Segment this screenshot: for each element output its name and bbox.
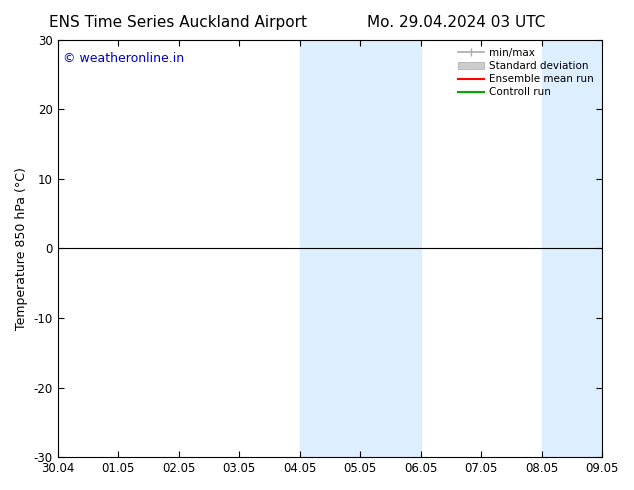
Bar: [542, 40, 634, 457]
Text: © weatheronline.in: © weatheronline.in: [63, 52, 184, 65]
Y-axis label: Temperature 850 hPa (°C): Temperature 850 hPa (°C): [15, 167, 28, 330]
Text: ENS Time Series Auckland Airport: ENS Time Series Auckland Airport: [49, 15, 306, 30]
Bar: [300, 40, 421, 457]
Legend: min/max, Standard deviation, Ensemble mean run, Controll run: min/max, Standard deviation, Ensemble me…: [455, 45, 597, 100]
Text: Mo. 29.04.2024 03 UTC: Mo. 29.04.2024 03 UTC: [367, 15, 546, 30]
